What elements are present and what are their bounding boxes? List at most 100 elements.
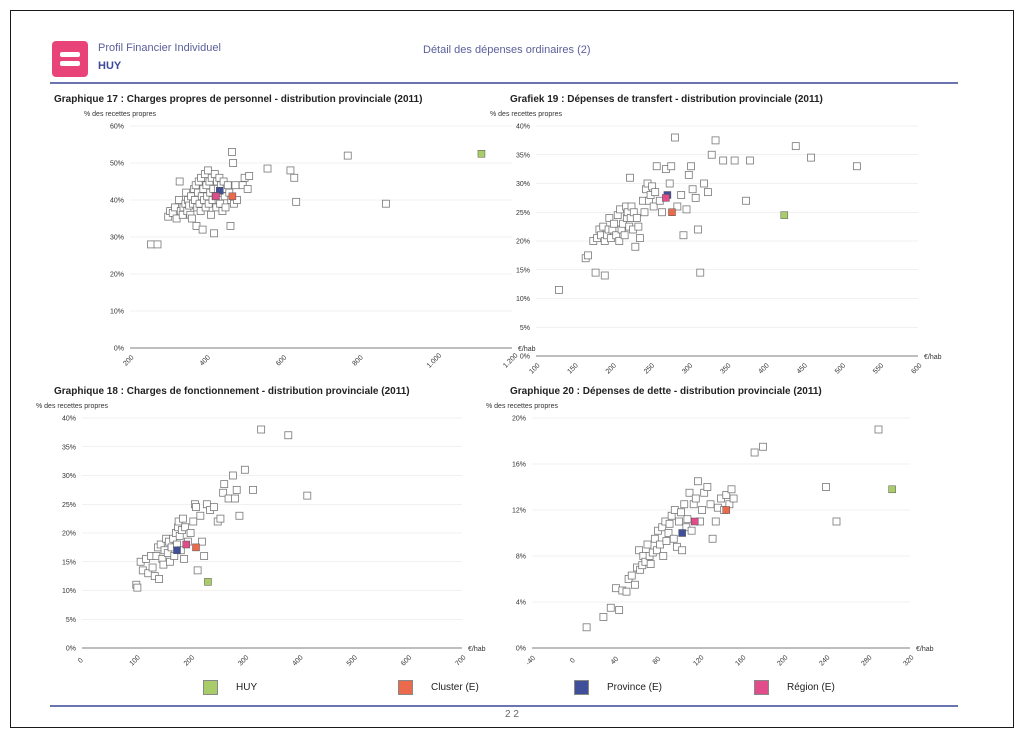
data-point	[691, 494, 700, 503]
data-point	[707, 150, 716, 159]
data-point	[649, 202, 658, 211]
data-point	[286, 166, 295, 175]
data-point	[643, 540, 652, 549]
data-point	[632, 214, 641, 222]
x-tick-label: 600	[400, 654, 413, 667]
legend-item-province: Province (E)	[574, 680, 662, 695]
legend-label: HUY	[236, 682, 258, 693]
x-tick-label: 350	[719, 362, 732, 375]
data-point	[179, 514, 187, 523]
data-point	[219, 488, 228, 497]
legend-swatch	[574, 680, 589, 695]
data-point	[659, 552, 668, 560]
legend-item-huy: HUY	[203, 680, 257, 695]
data-point	[187, 214, 196, 223]
data-point	[223, 181, 232, 190]
y-tick-label: 0%	[114, 346, 124, 353]
y-tick-label: 35%	[516, 152, 530, 159]
x-tick-label: 320	[902, 654, 915, 667]
data-point	[231, 181, 240, 190]
data-point	[665, 179, 674, 188]
data-point	[852, 162, 861, 171]
y-tick-label: 0%	[66, 646, 76, 653]
y-tick-label: 20%	[110, 272, 124, 279]
x-tick-label: 200	[122, 354, 135, 367]
data-point	[665, 519, 674, 528]
legend-item-region: Région (E)	[754, 680, 835, 695]
data-point	[669, 534, 678, 543]
data-point	[210, 503, 218, 512]
logo-icon	[52, 41, 88, 77]
highlight-point-cluster-e	[228, 192, 237, 201]
y-tick-label: 25%	[516, 210, 530, 217]
y-tick-label: 35%	[62, 444, 76, 451]
legend-item-cluster: Cluster (E)	[398, 680, 479, 695]
data-point	[678, 546, 687, 555]
data-point	[155, 575, 163, 583]
x-tick-label: 450	[796, 362, 809, 375]
data-point	[682, 205, 691, 214]
y-axis-label: % des recettes propres	[36, 403, 108, 410]
data-point	[245, 172, 254, 180]
data-point	[646, 560, 655, 568]
data-point	[688, 185, 697, 194]
data-point	[249, 485, 257, 494]
x-tick-label: 150	[567, 362, 580, 375]
data-point	[226, 221, 235, 230]
data-point	[698, 506, 707, 514]
y-axis-label: % des recettes propres	[490, 111, 562, 118]
highlight-point-province-e	[173, 546, 181, 554]
x-axis-unit: €/hab	[924, 354, 942, 361]
data-point	[610, 219, 618, 228]
x-tick-label: 800	[352, 354, 365, 367]
x-tick-label: 400	[758, 362, 771, 375]
chart-title: Graphique 20 : Dépenses de dette - distr…	[510, 386, 822, 397]
highlight-point-province-e	[678, 529, 686, 537]
data-point	[636, 234, 644, 243]
data-point	[620, 231, 629, 240]
data-point	[192, 503, 200, 512]
data-point	[759, 442, 767, 451]
highlight-point-huy	[477, 150, 486, 158]
data-point	[730, 156, 739, 165]
legend-swatch	[398, 680, 413, 695]
y-tick-label: 50%	[110, 161, 124, 168]
data-point	[615, 606, 624, 614]
data-point	[622, 587, 631, 596]
y-tick-label: 10%	[110, 309, 124, 316]
legend-label: Cluster (E)	[431, 682, 479, 693]
data-point	[228, 148, 236, 156]
data-point	[591, 268, 600, 277]
x-tick-label: 100	[129, 654, 142, 667]
data-point	[727, 485, 736, 494]
highlight-point-huy	[888, 485, 896, 494]
data-point	[198, 225, 207, 234]
x-axis-unit: €/hab	[916, 646, 934, 653]
legend-label: Province (E)	[607, 682, 663, 693]
y-tick-label: 0%	[516, 646, 526, 653]
data-point	[807, 153, 815, 162]
highlight-point-cluster-e	[192, 543, 200, 552]
chart-title: Grafiek 19 : Dépenses de transfert - dis…	[510, 94, 823, 105]
x-axis-unit: €/hab	[468, 646, 486, 653]
data-point	[683, 515, 692, 524]
data-point	[671, 133, 679, 142]
data-point	[677, 508, 686, 517]
data-point	[193, 566, 202, 575]
data-point	[605, 214, 614, 222]
data-point	[148, 563, 157, 572]
data-point	[626, 173, 634, 182]
data-point	[691, 193, 700, 202]
legend-swatch	[203, 680, 218, 695]
legend-swatch	[754, 680, 769, 695]
highlight-point-r-gion-e	[212, 192, 220, 201]
y-tick-label: 40%	[516, 124, 530, 131]
x-tick-label: 280	[860, 654, 873, 667]
data-point	[243, 185, 252, 193]
data-point	[742, 196, 751, 205]
data-point	[216, 514, 225, 523]
y-tick-label: 10%	[516, 296, 530, 303]
chart-graphique-17: Graphique 17 : Charges propres de person…	[54, 94, 536, 370]
data-point	[635, 546, 644, 555]
data-point	[235, 511, 244, 520]
